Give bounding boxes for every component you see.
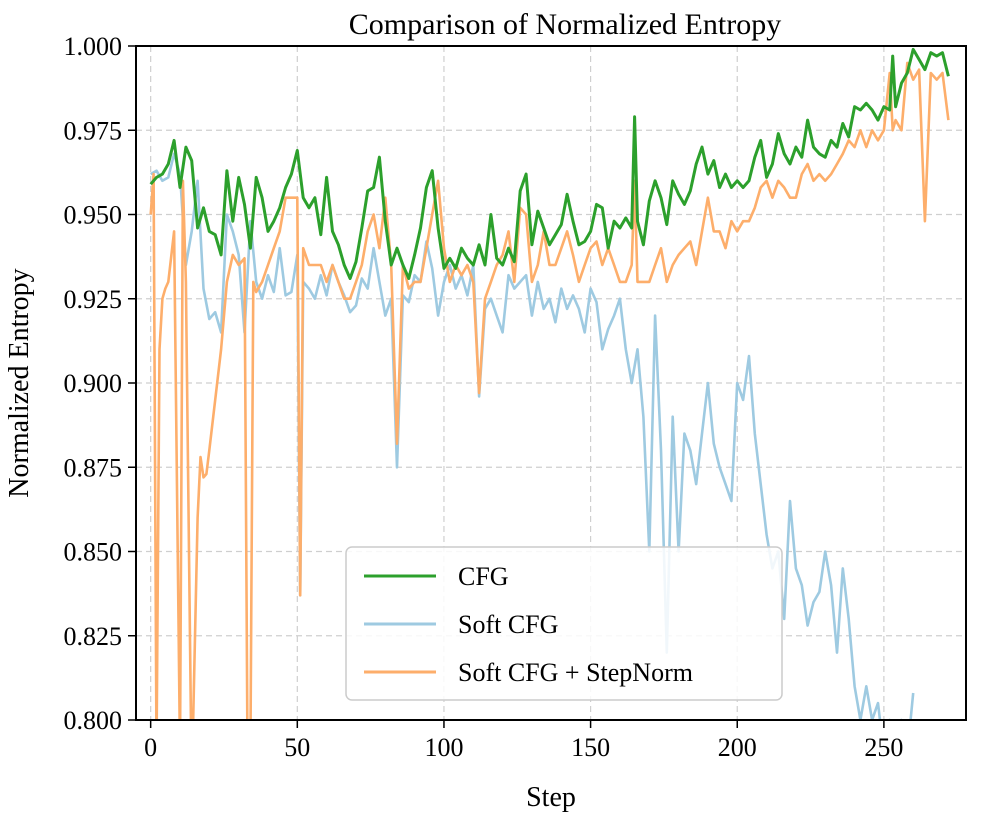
x-tick-label: 250 (864, 733, 903, 762)
series-line-cfg (149, 47, 950, 280)
y-tick-label: 0.900 (64, 369, 123, 398)
legend-label-soft-cfg-stepnorm: Soft CFG + StepNorm (458, 658, 693, 687)
tick-group: 0 50 100 150 200 250 0.800 0.825 0.850 0.875 0.900… (64, 32, 904, 762)
x-tick-label: 0 (144, 733, 157, 762)
y-tick-label: 0.800 (64, 706, 123, 735)
y-tick-label: 0.950 (64, 201, 123, 230)
series-lines (149, 47, 950, 720)
y-tick-label: 1.000 (64, 32, 123, 61)
x-axis-label: Step (526, 782, 576, 813)
legend-label-soft-cfg: Soft CFG (458, 610, 558, 639)
legend-box (345, 546, 783, 701)
y-axis-label: Normalized Entropy (4, 268, 35, 497)
chart-title: Comparison of Normalized Entropy (349, 8, 781, 41)
x-tick-label: 150 (571, 733, 610, 762)
x-tick-label: 100 (424, 733, 463, 762)
y-tick-label: 0.925 (64, 285, 123, 314)
y-tick-label: 0.975 (64, 116, 123, 145)
series-line-soft-cfg (150, 152, 915, 720)
x-tick-label: 200 (718, 733, 757, 762)
legend: CFG Soft CFG Soft CFG + StepNorm (345, 546, 783, 701)
y-tick-label: 0.875 (64, 453, 123, 482)
x-tick-label: 50 (284, 733, 310, 762)
plot-frame (135, 45, 967, 721)
series-line-soft-cfg-stepnorm (149, 61, 950, 720)
legend-label-cfg: CFG (458, 562, 509, 591)
y-tick-label: 0.825 (64, 622, 123, 651)
y-tick-label: 0.850 (64, 538, 123, 567)
